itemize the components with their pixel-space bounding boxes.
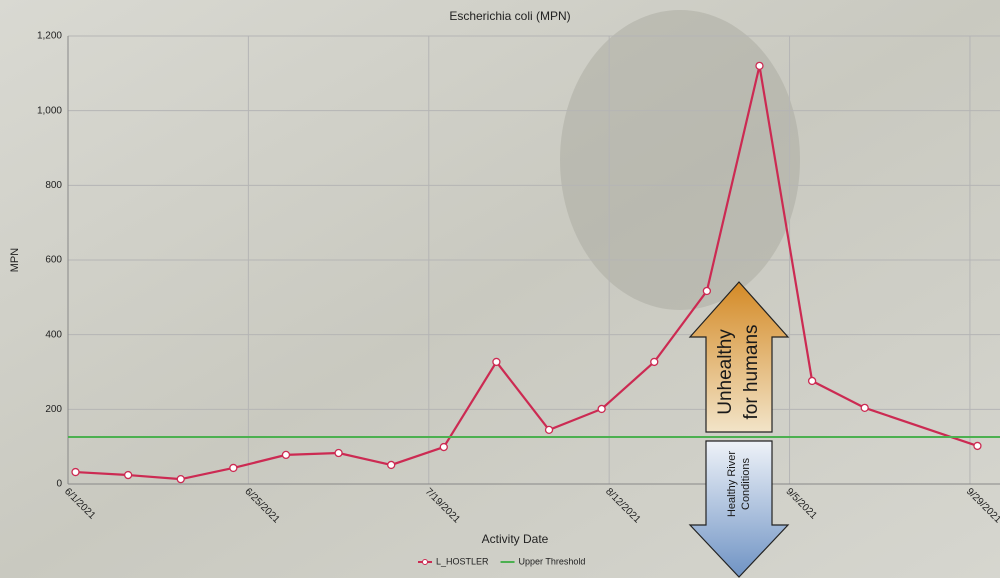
data-point [650,357,659,367]
annotation-arrow: Healthy River Conditions [688,440,790,578]
annotation-text: Healthy River [726,451,738,517]
y-tick-label: 1,000 [37,105,62,116]
data-point [229,463,238,473]
y-tick-label: 1,200 [37,31,62,42]
data-point [807,376,817,386]
annotation-arrow: Unhealthy for humans [688,281,790,433]
annotation-text: Unhealthy [715,329,736,415]
data-point [544,425,554,435]
data-point [387,460,396,470]
data-point [755,61,764,71]
data-point [176,474,185,484]
data-point [597,404,606,414]
data-point [492,357,501,367]
arrow-shape [688,440,790,578]
annotation-text: Conditions [740,458,752,510]
data-point [973,441,982,451]
data-point [281,450,291,460]
legend-marker [422,559,428,565]
data-point [439,442,448,452]
x-axis-label: Activity Date [482,532,549,546]
y-axis-label: MPN [9,248,21,273]
y-tick-label: 800 [45,180,62,191]
data-point [334,448,343,458]
y-tick-label: 600 [45,255,62,266]
data-point [71,467,80,477]
legend-label: L_HOSTLER [436,556,489,566]
data-point [702,286,712,296]
background-shade [560,10,800,310]
y-tick-label: 200 [45,404,62,415]
y-tick-label: 0 [56,479,62,490]
legend-label: Upper Threshold [519,556,586,566]
chart-title: Escherichia coli (MPN) [449,9,570,23]
arrow-shape [688,281,790,433]
y-tick-label: 400 [45,329,62,340]
data-point [123,470,133,480]
data-point [860,403,869,412]
annotation-text: for humans [741,324,762,419]
